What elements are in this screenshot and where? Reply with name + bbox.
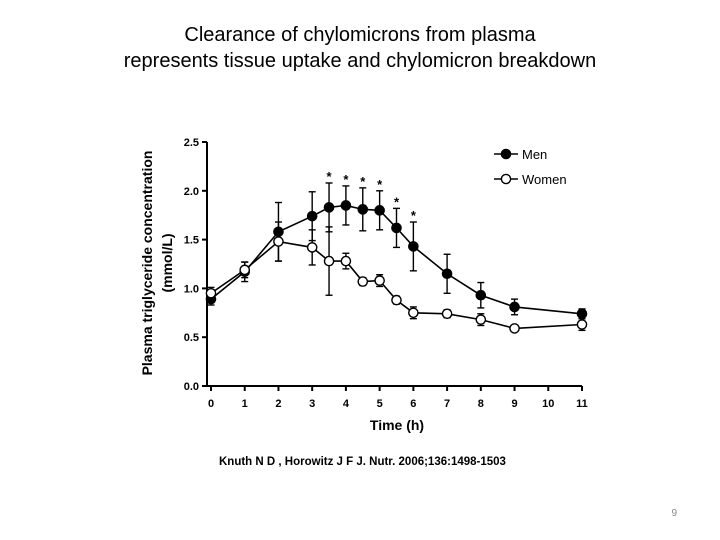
y-tick-label: 2.0 [184,186,199,198]
significance-asterisk: * [360,174,366,189]
data-point-women [340,255,352,267]
data-point-women [357,276,369,287]
data-point-women [391,294,402,306]
significance-asterisk: * [377,177,383,192]
x-tick-label: 3 [309,398,315,410]
data-point-men [576,308,588,320]
chart-legend: Men Women [494,147,567,187]
x-tick-label: 8 [478,398,484,410]
x-tick-label: 6 [410,398,416,410]
data-point-women [441,308,453,320]
significance-asterisk: * [343,172,349,187]
citation: Knuth N D , Horowitz J F J. Nutr. 2006;1… [219,456,506,468]
data-point-women [306,242,318,253]
x-tick-label: 5 [377,398,383,410]
slide-title-line-1: Clearance of chylomicrons from plasma [184,24,536,46]
data-point-women [205,287,217,299]
data-point-men [509,301,520,313]
y-axis-label-line-1: Plasma triglyceride concentration [139,151,155,376]
page-number: 9 [671,508,677,519]
significance-asterisk: * [411,208,417,223]
legend-label-women: Women [522,172,567,187]
data-point-men [340,200,352,211]
y-axis-label-line-2: (mmol/L) [159,233,175,292]
slide-title-line-2: represents tissue uptake and chylomicron… [123,50,597,72]
x-tick-label: 0 [208,398,214,410]
y-tick-label: 0.0 [184,381,199,393]
data-point-women [239,264,251,276]
data-point-men [475,289,487,301]
y-tick-label: 0.5 [184,332,199,344]
y-tick-label: 1.5 [184,235,199,247]
x-tick-label: 4 [343,398,350,410]
y-tick-label: 2.5 [184,137,199,149]
data-point-women [374,275,385,286]
y-tick-label: 1.0 [184,283,199,295]
x-tick-label: 7 [444,398,450,410]
data-point-women [576,319,588,330]
data-point-women [475,314,487,325]
data-point-women [509,323,520,334]
data-point-men [391,222,402,234]
data-point-men [408,241,419,252]
series-line-women [210,240,583,330]
x-axis-label: Time (h) [370,417,424,433]
data-point-men [306,210,318,222]
x-tick-label: 2 [275,398,281,410]
series-line-men [210,204,583,315]
data-point-women [408,307,419,319]
data-point-women [323,255,335,267]
legend-label-men: Men [522,147,547,162]
x-tick-label: 11 [576,398,588,410]
data-point-men [441,268,453,280]
data-point-men [357,204,369,215]
data-point-women [273,236,284,247]
significance-asterisk: * [394,194,400,209]
x-tick-label: 10 [542,398,554,410]
significance-asterisk: * [327,169,333,184]
legend-marker-women [500,173,512,185]
legend-marker-men [500,148,512,160]
chart-plot-area: * * * * * * [205,169,588,334]
x-tick-label: 9 [511,398,517,410]
data-point-men [323,202,335,213]
chart-axes: 0.0 0.5 1.0 1.5 2.0 2.5 0 1 2 3 4 5 6 7 8 9 10 11 [184,137,588,410]
data-point-men [374,205,385,216]
x-tick-label: 1 [242,398,248,410]
